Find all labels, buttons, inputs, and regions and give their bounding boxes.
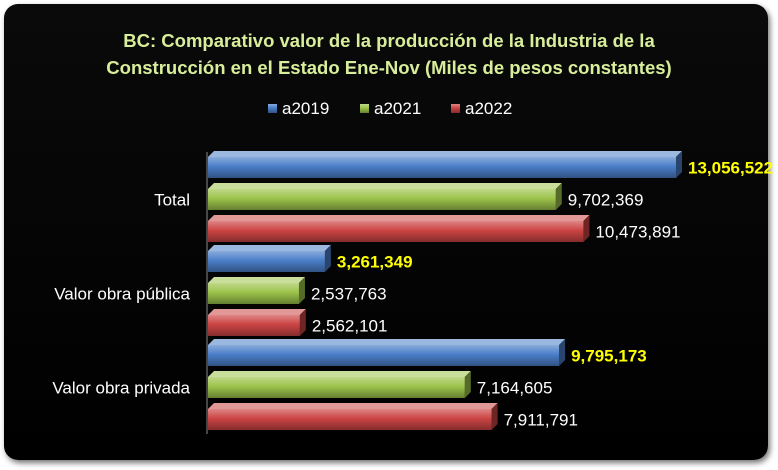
chart-title: BC: Comparativo valor de la producción d… [106, 30, 671, 78]
legend-swatch-a2019 [268, 104, 277, 113]
category-label-0: Total [154, 191, 190, 210]
chart-title-line-2: Construcción en el Estado Ene-Nov (Miles… [106, 57, 671, 78]
bar-side-face [299, 309, 306, 336]
bar-front-face [208, 251, 325, 272]
bar-top-face [208, 215, 590, 221]
bar-a2022-0 [208, 215, 590, 242]
bar-a2022-2 [208, 403, 498, 430]
bar-top-face [208, 309, 306, 315]
bar-top-face [208, 183, 562, 189]
legend-label-a2021: a2021 [374, 99, 421, 118]
value-label-a2022-2: 7,911,791 [504, 411, 578, 430]
bar-a2022-1 [208, 309, 306, 336]
bar-front-face [208, 283, 299, 304]
bar-front-face [208, 157, 676, 178]
value-label-a2019-0: 13,056,522 [688, 159, 773, 178]
value-label-a2019-2: 9,795,173 [571, 347, 647, 366]
bar-side-face [298, 277, 305, 304]
category-label-1: Valor obra pública [54, 285, 190, 304]
value-labels: 13,056,522 9,702,369 10,473,891 3,261,349 2,… [311, 159, 773, 430]
legend-label-a2019: a2019 [282, 99, 329, 118]
legend-item-a2022: a2022 [451, 99, 512, 118]
bar-a2021-0 [208, 183, 562, 210]
bar-side-face [464, 371, 471, 398]
category-labels: Total Valor obra pública Valor obra privad… [52, 191, 190, 398]
value-label-a2021-2: 7,164,605 [477, 379, 553, 398]
bar-front-face [208, 409, 492, 430]
bar-front-face [208, 345, 560, 366]
bar-front-face [208, 221, 584, 242]
value-label-a2021-0: 9,702,369 [568, 191, 644, 210]
bar-top-face [208, 403, 498, 409]
value-label-a2022-0: 10,473,891 [595, 223, 680, 242]
bar-side-face [555, 183, 562, 210]
bar-a2019-1 [208, 245, 331, 272]
value-label-a2019-1: 3,261,349 [337, 253, 413, 272]
legend-label-a2022: a2022 [465, 99, 512, 118]
bar-front-face [208, 377, 465, 398]
bar-front-face [208, 189, 556, 210]
bar-front-face [208, 315, 300, 336]
bar-top-face [208, 245, 331, 251]
bar-side-face [559, 339, 566, 366]
bar-top-face [208, 371, 471, 377]
bar-side-face [491, 403, 498, 430]
bar-top-face [208, 277, 305, 283]
bar-a2019-0 [208, 151, 682, 178]
value-label-a2022-1: 2,562,101 [312, 317, 388, 336]
legend-swatch-a2021 [360, 104, 369, 113]
bar-side-face [583, 215, 590, 242]
bars [208, 151, 682, 430]
value-label-a2021-1: 2,537,763 [311, 285, 387, 304]
bar-a2021-2 [208, 371, 471, 398]
legend-swatch-a2022 [451, 104, 460, 113]
category-label-2: Valor obra privada [52, 379, 190, 398]
bar-side-face [324, 245, 331, 272]
legend-item-a2021: a2021 [360, 99, 421, 118]
bar-top-face [208, 339, 566, 345]
bar-a2021-1 [208, 277, 305, 304]
chart-title-line-1: BC: Comparativo valor de la producción d… [123, 30, 655, 51]
legend-item-a2019: a2019 [268, 99, 329, 118]
bar-a2019-2 [208, 339, 566, 366]
chart-legend: a2019 a2021 a2022 [268, 99, 512, 118]
bar-top-face [208, 151, 682, 157]
bar-side-face [676, 151, 682, 178]
